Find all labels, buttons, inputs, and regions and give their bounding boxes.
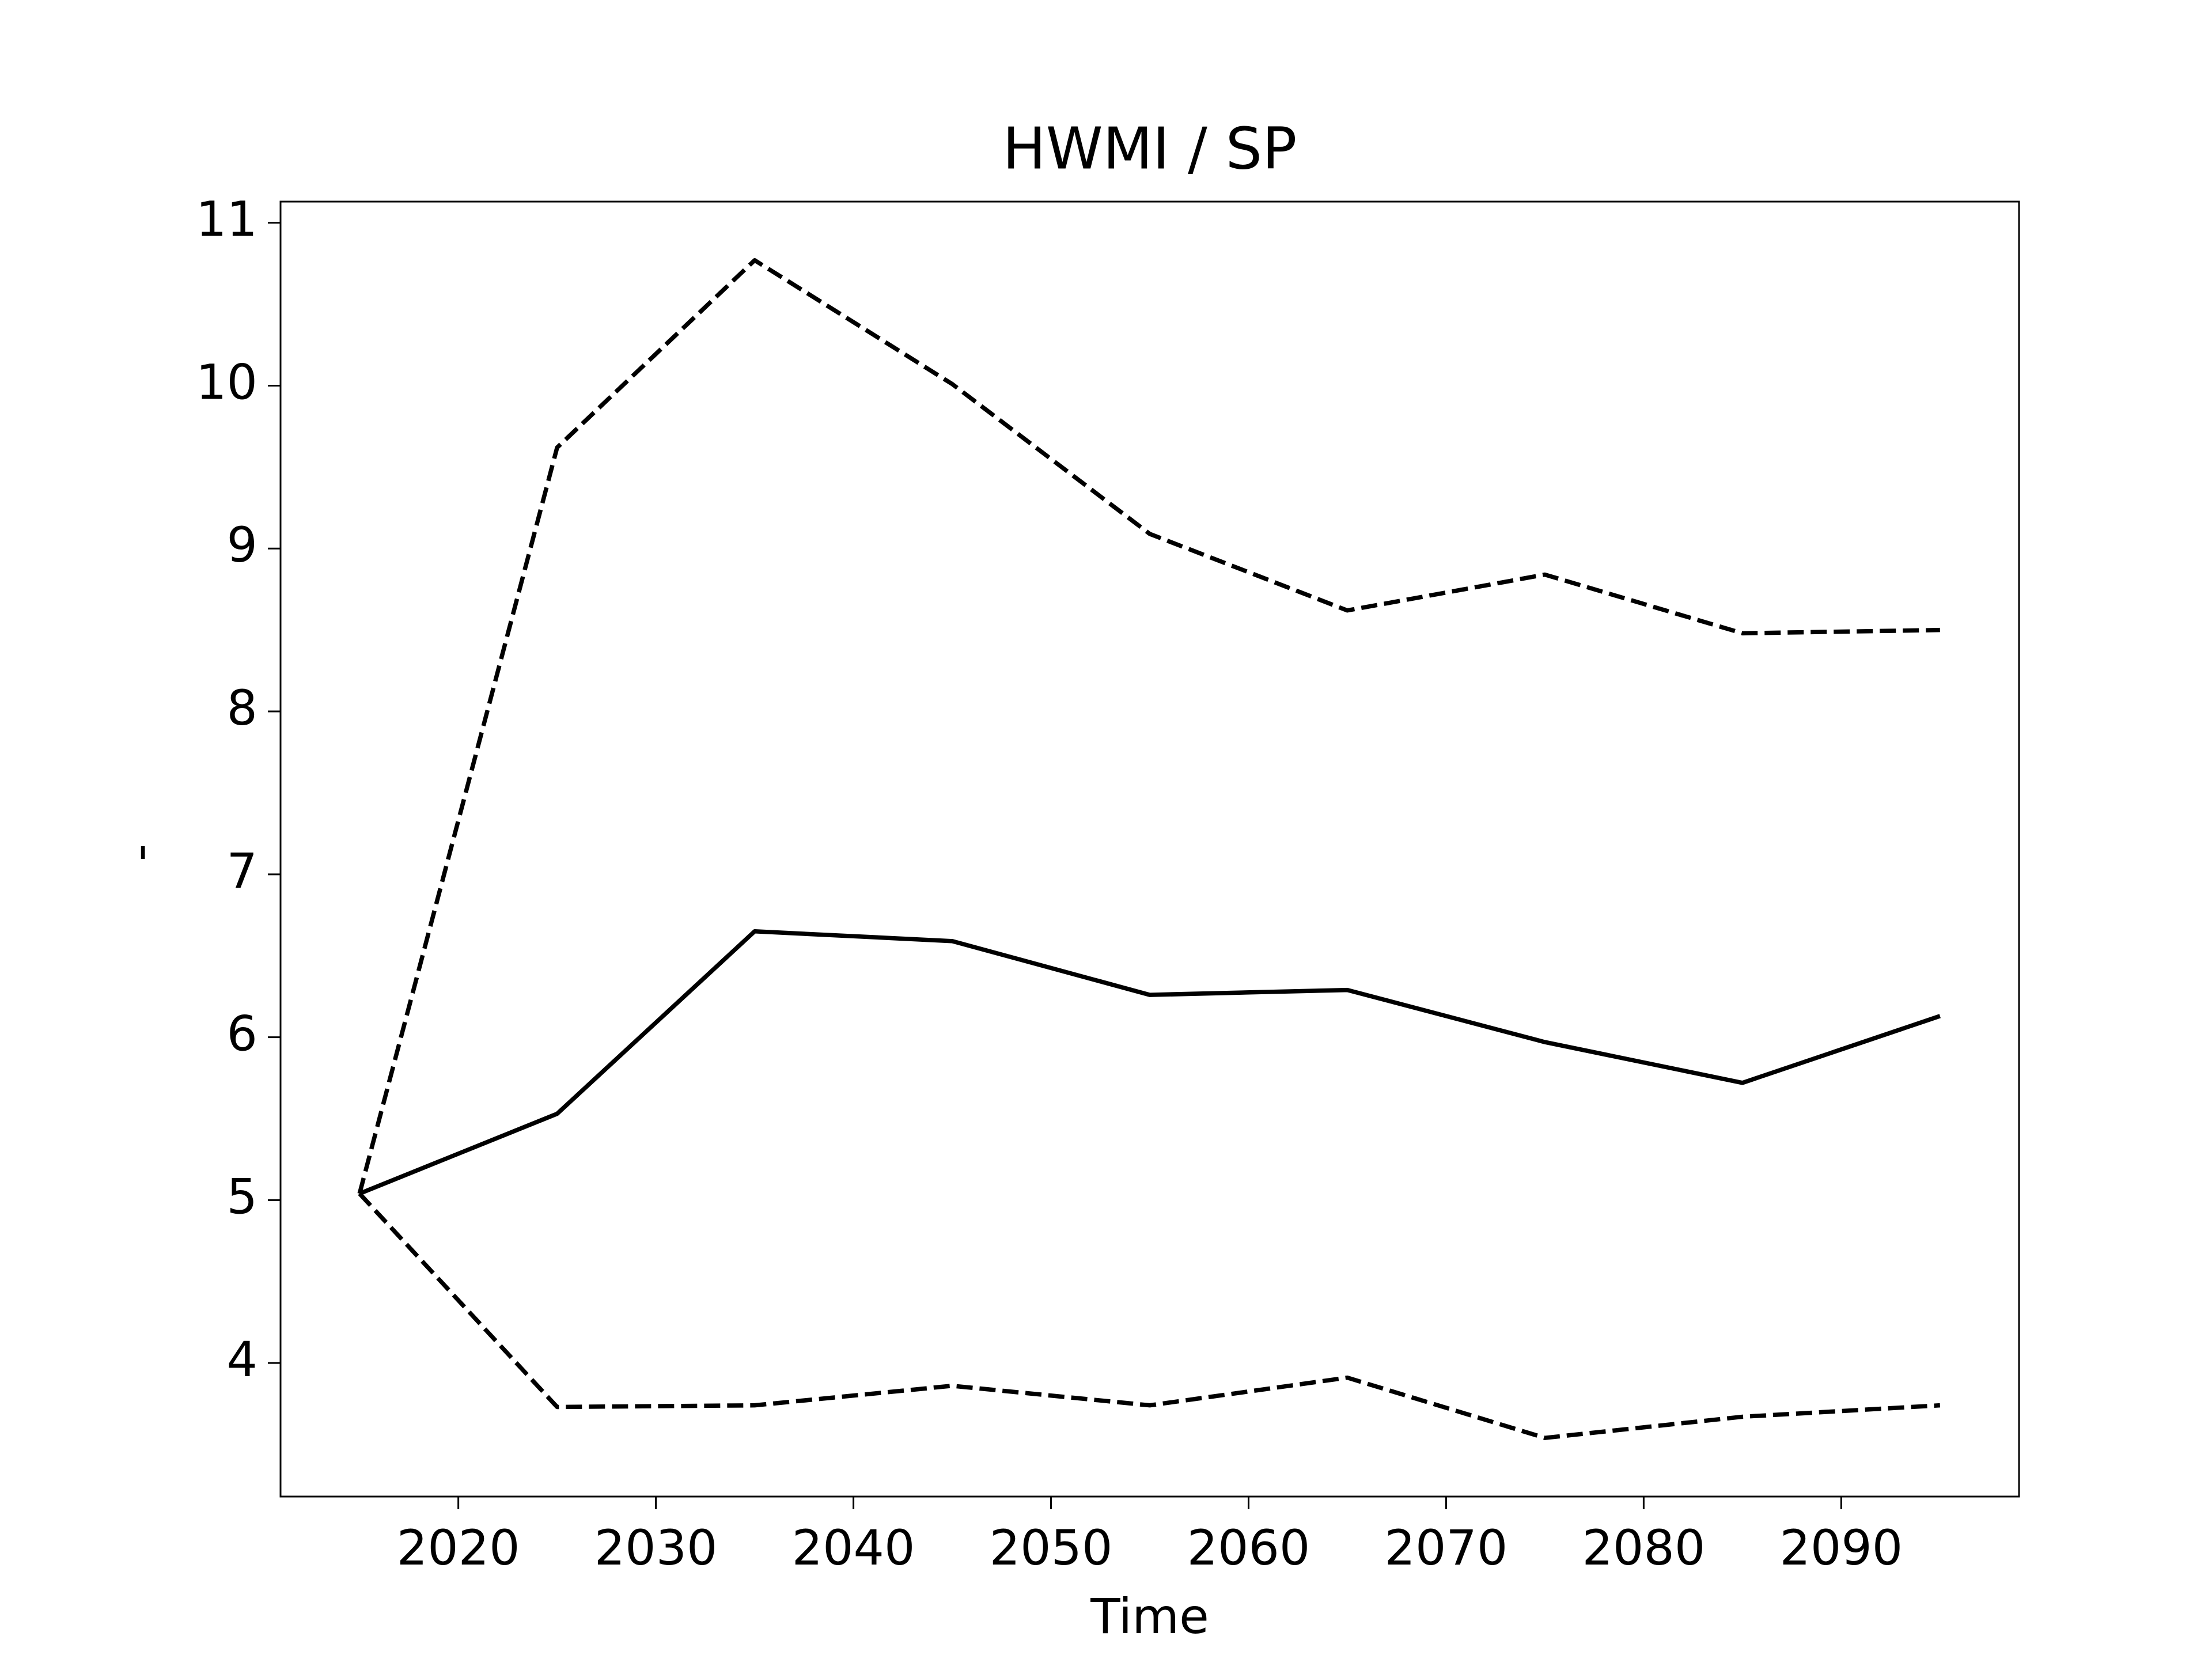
x-tick-label: 2020 [397, 1520, 520, 1576]
x-tick-label: 2050 [990, 1520, 1113, 1576]
x-tick-label: 2080 [1582, 1520, 1705, 1576]
chart-title: HWMI / SP [1003, 115, 1297, 182]
y-axis-label: - [111, 844, 168, 861]
y-tick-label: 6 [227, 1006, 257, 1062]
series-line [357, 258, 1940, 1195]
series-line [358, 1192, 1941, 1440]
plot-frame [279, 200, 2020, 1498]
x-tick-label: 2060 [1187, 1520, 1310, 1576]
y-tick-label: 5 [227, 1168, 257, 1225]
x-tick-label: 2040 [792, 1520, 915, 1576]
y-tick-label: 9 [227, 517, 257, 573]
y-tick-label: 7 [227, 843, 257, 899]
y-tick-label: 8 [227, 680, 257, 736]
x-tick-label: 2030 [594, 1520, 718, 1576]
y-tick-label: 4 [227, 1331, 257, 1388]
x-tick-label: 2070 [1385, 1520, 1508, 1576]
series-line [358, 929, 1941, 1196]
x-tick-label: 2090 [1779, 1520, 1903, 1576]
y-tick-label: 10 [196, 354, 257, 410]
y-tick-label: 11 [196, 191, 257, 248]
x-axis-label: Time [1090, 1588, 1209, 1645]
